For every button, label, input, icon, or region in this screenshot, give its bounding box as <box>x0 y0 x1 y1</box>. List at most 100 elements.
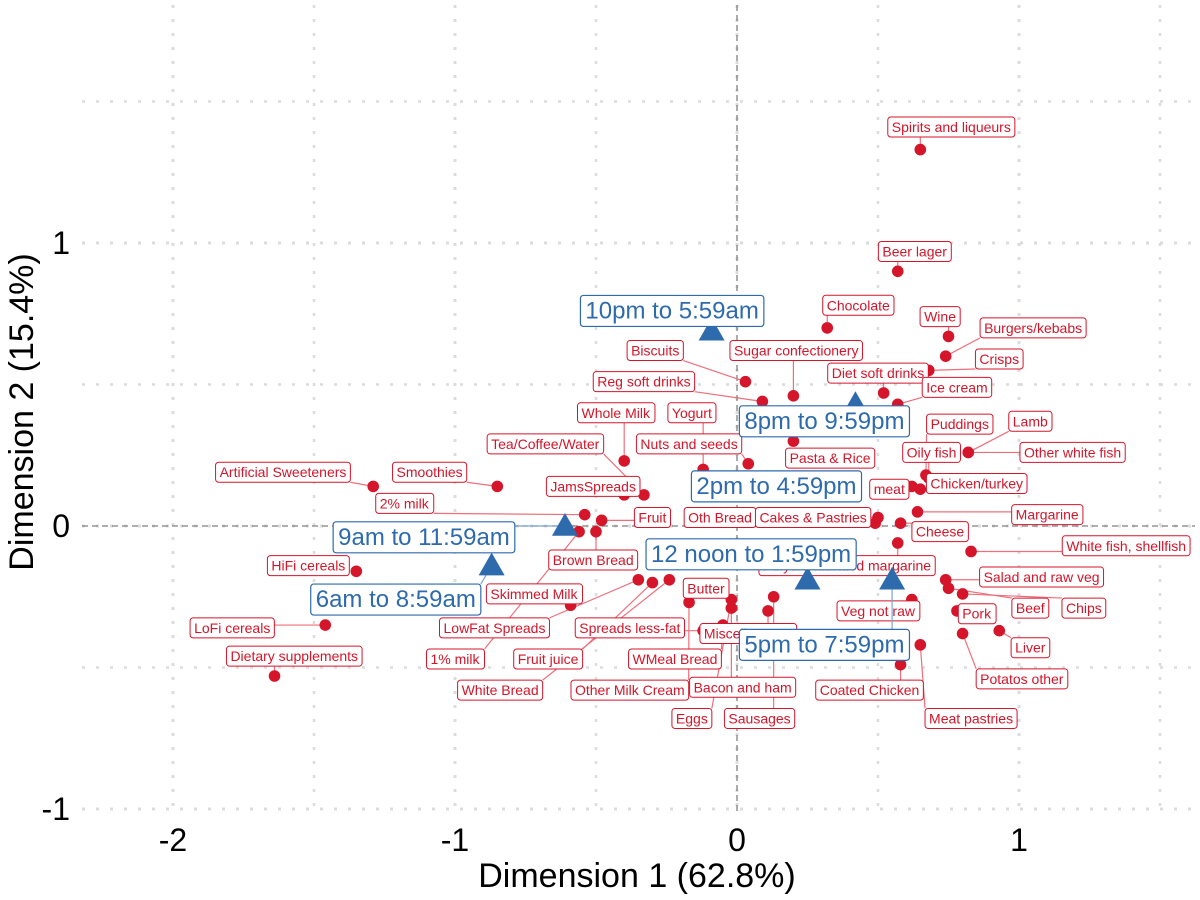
food-label-box <box>457 679 544 701</box>
food-label-text: Oth Bread <box>688 510 752 526</box>
time-label-text: 2pm to 4:59pm <box>696 473 856 500</box>
food-label-text: Artificial Sweeteners <box>220 464 347 480</box>
food-label-text: White fish, shellfish <box>1066 538 1186 554</box>
food-label-box <box>626 340 684 362</box>
time-label: 5pm to 7:59pm <box>738 628 911 661</box>
food-label-text: Nuts and seeds <box>640 436 737 452</box>
food-label: Fruit juice <box>513 648 584 670</box>
food-point <box>663 573 676 586</box>
food-label-text: Reg soft drinks <box>597 374 690 390</box>
food-label-text: Crisps <box>979 351 1019 367</box>
food-label-text: 1% milk <box>430 651 480 667</box>
food-label-box <box>628 648 722 670</box>
food-point <box>646 576 659 589</box>
food-label-box <box>1008 410 1053 432</box>
food-label-text: Pasta & Rice <box>790 450 871 466</box>
food-label: LowFat Spreads <box>439 617 550 639</box>
food-point <box>742 457 755 470</box>
food-label-box <box>667 402 717 424</box>
food-label: Skimmed Milk <box>485 583 584 605</box>
food-label: White Bread <box>457 679 544 701</box>
food-label: Chips <box>1061 597 1107 619</box>
point-labels: 10pm to 5:59am 8pm to 9:59pm 2pm to 4:59pm… <box>310 294 911 661</box>
food-label-text: Butter <box>687 580 725 596</box>
food-label: JamsSpreads <box>545 475 641 497</box>
time-label-text: 6am to 8:59am <box>316 586 476 613</box>
food-label: 2% milk <box>375 492 435 514</box>
food-label: 1% milk <box>425 648 485 670</box>
time-label: 2pm to 4:59pm <box>690 470 863 503</box>
food-label: Sausages <box>723 707 796 729</box>
food-point <box>725 602 738 614</box>
food-label-box <box>974 348 1024 370</box>
food-label-text: HiFi cereals <box>271 558 345 574</box>
food-label-box <box>485 583 584 605</box>
food-label-box <box>592 371 696 393</box>
time-series: 10pm to 5:59am 8pm to 9:59pm 2pm to 4:59pm… <box>310 294 911 661</box>
food-label-box <box>921 376 993 398</box>
time-label-text: 12 noon to 1:59pm <box>651 541 851 568</box>
food-label: Liver <box>1010 637 1051 659</box>
food-label-text: Dietary supplements <box>230 648 358 664</box>
food-series: Spirits and liqueurs Beer lager Chocolate W… <box>189 116 1191 729</box>
food-label-text: Beef <box>1016 600 1045 616</box>
food-label-text: Other white fish <box>1024 444 1121 460</box>
connector-line <box>549 579 639 619</box>
food-label-box <box>729 340 863 362</box>
food-point <box>787 390 800 402</box>
food-point <box>914 639 927 651</box>
food-label: Eggs <box>671 707 713 729</box>
time-point <box>551 513 578 536</box>
food-label-box <box>439 617 550 639</box>
y-axis-title: Dimension 2 (15.4%) <box>3 253 41 570</box>
food-label-box <box>548 549 639 571</box>
food-point <box>939 350 952 363</box>
food-label-text: Puddings <box>931 416 989 432</box>
food-label-text: Cakes & Pastries <box>759 510 866 526</box>
food-label-box <box>225 645 363 667</box>
food-label-box <box>926 413 994 435</box>
food-label: Yogurt <box>667 402 717 424</box>
time-label-box <box>645 538 857 571</box>
food-point <box>578 508 591 521</box>
food-label-box <box>189 617 275 639</box>
food-label-box <box>1011 504 1084 526</box>
food-label: HiFi cereals <box>266 555 350 577</box>
food-label: Lamb <box>1008 410 1053 432</box>
food-point <box>869 517 881 529</box>
food-label-box <box>392 461 468 483</box>
food-label-box <box>924 707 1018 729</box>
x-tick-label: -2 <box>159 822 187 858</box>
food-label-text: Yogurt <box>672 405 712 421</box>
food-label-box <box>957 603 997 625</box>
food-label-text: 2% milk <box>380 495 430 511</box>
food-label: Spirits and liqueurs <box>887 116 1016 138</box>
time-label: 9am to 11:59am <box>332 521 516 554</box>
connector-line <box>582 582 653 650</box>
food-label-text: JamsSpreads <box>550 478 636 494</box>
food-label-box <box>215 461 351 483</box>
food-label-text: Chocolate <box>827 297 890 313</box>
food-label-text: Salad and raw veg <box>984 569 1100 585</box>
food-point <box>350 565 363 578</box>
food-label: Beer lager <box>877 240 952 262</box>
food-label-text: Cheese <box>916 524 964 540</box>
time-label: 8pm to 9:59pm <box>738 405 911 438</box>
food-label-text: Spirits and liqueurs <box>892 119 1011 135</box>
food-point <box>942 330 955 343</box>
food-point <box>877 387 890 399</box>
food-label: Reg soft drinks <box>592 371 696 393</box>
food-label-box <box>911 521 969 543</box>
food-label-box <box>785 447 876 469</box>
food-label-box <box>266 555 350 577</box>
x-axis-title: Dimension 1 (62.8%) <box>478 857 795 895</box>
connector-line <box>433 512 585 516</box>
food-label-text: Tea/Coffee/Water <box>491 436 600 452</box>
food-label-box <box>1019 441 1126 463</box>
food-label: Pork <box>957 603 997 625</box>
food-label: Meat pastries <box>924 707 1018 729</box>
time-label: 12 noon to 1:59pm <box>645 538 857 571</box>
food-label-text: Chips <box>1066 600 1102 616</box>
food-label-text: Sausages <box>728 710 790 726</box>
food-label: Brown Bread <box>548 549 639 571</box>
